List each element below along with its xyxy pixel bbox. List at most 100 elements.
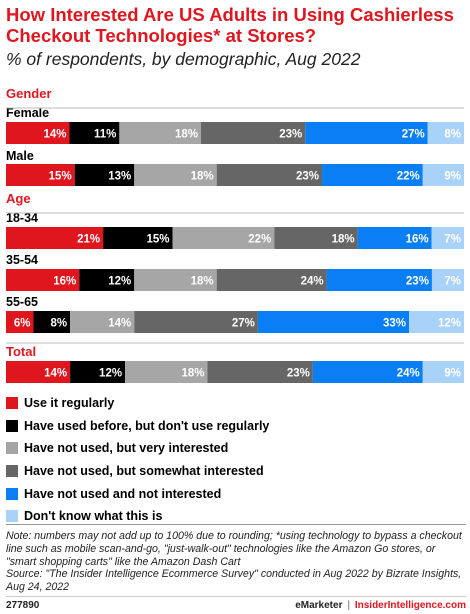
legend-swatch <box>6 487 18 500</box>
data-label-18-34-have-not-used-but-very-interested: 22% <box>248 234 271 246</box>
bar-segment-35-54-have-used-before-but-don-t-use-regularly <box>79 269 135 291</box>
footer-brand: eMarketer | InsiderIntelligence.com <box>295 600 466 611</box>
data-label-female-have-not-used-but-very-interested: 18% <box>175 129 198 141</box>
bar-segment-18-34-have-not-used-but-somewhat-interested <box>274 227 358 249</box>
data-label-male-have-used-before-but-don-t-use-regularly: 13% <box>108 171 131 183</box>
row-label-18-34: 18-34 <box>6 211 38 225</box>
legend-label: Have not used, but somewhat interested <box>24 464 264 479</box>
group-label-gender: Gender <box>6 86 52 101</box>
data-label-total-have-used-before-but-don-t-use-regularly: 12% <box>99 368 122 380</box>
data-label-55-65-use-it-regularly: 6% <box>14 318 31 330</box>
bar-segment-total-use-it-regularly <box>6 361 71 383</box>
footer: 277890 eMarketer | InsiderIntelligence.c… <box>6 596 466 612</box>
chart-title: How Interested Are US Adults in Using Ca… <box>6 4 454 46</box>
data-label-female-have-used-before-but-don-t-use-regularly: 11% <box>94 129 116 141</box>
data-label-female-have-not-used-but-somewhat-interested: 23% <box>279 129 302 141</box>
chart-subtitle: % of respondents, by demographic, Aug 20… <box>6 49 361 69</box>
bar-segment-35-54-have-not-used-but-very-interested <box>134 269 217 291</box>
bar-segment-18-34-have-not-used-but-very-interested <box>172 227 275 249</box>
bar-segment-female-have-not-used-but-somewhat-interested <box>200 122 306 144</box>
data-label-male-use-it-regularly: 15% <box>49 171 72 183</box>
bar-segment-total-have-not-used-but-very-interested <box>125 361 208 383</box>
bar-segment-female-don-t-know-what-this-is <box>427 122 464 144</box>
legend-label: Have used before, but don't use regularl… <box>24 418 270 433</box>
legend-swatch <box>6 465 18 478</box>
data-label-35-54-have-not-used-but-somewhat-interested: 24% <box>301 276 324 288</box>
data-label-55-65-have-used-before-but-don-t-use-regularly: 8% <box>50 318 67 330</box>
bar-segment-female-have-used-before-but-don-t-use-regularly <box>69 122 120 144</box>
row-label-55-65: 55-65 <box>6 295 38 309</box>
data-label-55-65-have-not-used-but-somewhat-interested: 27% <box>232 318 255 330</box>
bar-segment-male-use-it-regularly <box>6 164 75 186</box>
bar-segment-35-54-have-not-used-but-somewhat-interested <box>216 269 327 291</box>
data-label-35-54-don-t-know-what-this-is: 7% <box>444 276 461 288</box>
row-label-35-54: 35-54 <box>6 253 38 267</box>
data-label-total-use-it-regularly: 14% <box>44 368 67 380</box>
data-label-35-54-have-not-used-but-very-interested: 18% <box>191 276 214 288</box>
legend-label: Don't know what this is <box>24 509 163 524</box>
bar-segment-male-have-not-used-and-not-interested <box>322 164 423 186</box>
data-label-male-have-not-used-but-somewhat-interested: 23% <box>296 171 319 183</box>
bar-segment-total-have-not-used-but-somewhat-interested <box>207 361 313 383</box>
note-text: Note: numbers may not add up to 100% due… <box>6 530 462 568</box>
chart-note: Note: numbers may not add up to 100% due… <box>6 524 466 594</box>
data-label-male-have-not-used-and-not-interested: 22% <box>397 171 420 183</box>
bar-segment-35-54-don-t-know-what-this-is <box>431 269 464 291</box>
data-label-male-don-t-know-what-this-is: 9% <box>444 171 461 183</box>
data-label-18-34-have-used-before-but-don-t-use-regularly: 15% <box>147 234 170 246</box>
legend-item-use-it-regularly: Use it regularly <box>6 392 466 415</box>
bar-segment-55-65-have-used-before-but-don-t-use-regularly <box>33 311 71 333</box>
bar-segment-55-65-don-t-know-what-this-is <box>409 311 464 333</box>
data-label-total-have-not-used-but-somewhat-interested: 23% <box>287 368 310 380</box>
row-label-female: Female <box>6 106 49 120</box>
legend-item-have-not-used-and-not-interested: Have not used and not interested <box>6 482 466 505</box>
bar-segment-55-65-have-not-used-but-very-interested <box>70 311 135 333</box>
bar-segment-55-65-have-not-used-but-somewhat-interested <box>134 311 258 333</box>
data-label-female-don-t-know-what-this-is: 8% <box>444 129 461 141</box>
data-label-total-have-not-used-and-not-interested: 24% <box>397 368 420 380</box>
group-label-age: Age <box>6 191 31 206</box>
bar-segment-male-have-not-used-but-somewhat-interested <box>216 164 323 186</box>
data-label-female-use-it-regularly: 14% <box>43 129 66 141</box>
bar-segment-18-34-have-used-before-but-don-t-use-regularly <box>103 227 173 249</box>
brand-site: InsiderIntelligence.com <box>354 600 466 611</box>
data-label-35-54-have-used-before-but-don-t-use-regularly: 12% <box>108 276 131 288</box>
data-label-18-34-have-not-used-but-somewhat-interested: 18% <box>332 234 355 246</box>
bar-segment-male-don-t-know-what-this-is <box>422 164 464 186</box>
bar-segment-total-don-t-know-what-this-is <box>422 361 464 383</box>
bar-segment-male-have-not-used-but-very-interested <box>134 164 217 186</box>
data-label-female-have-not-used-and-not-interested: 27% <box>402 129 425 141</box>
bar-segment-35-54-use-it-regularly <box>6 269 80 291</box>
bar-segment-55-65-use-it-regularly <box>6 311 34 333</box>
data-label-total-don-t-know-what-this-is: 9% <box>444 368 461 380</box>
legend-swatch <box>6 397 18 410</box>
legend-item-have-not-used-but-somewhat-interested: Have not used, but somewhat interested <box>6 460 466 483</box>
data-label-male-have-not-used-but-very-interested: 18% <box>191 171 214 183</box>
legend-item-have-not-used-but-very-interested: Have not used, but very interested <box>6 437 466 460</box>
chart-legend: Use it regularly Have used before, but do… <box>6 392 466 528</box>
chart-id: 277890 <box>6 600 40 611</box>
legend-swatch <box>6 442 18 455</box>
source-text: Source: "The Insider Intelligence Ecomme… <box>6 568 462 594</box>
legend-swatch <box>6 419 18 432</box>
bar-segment-female-have-not-used-and-not-interested <box>305 122 428 144</box>
stacked-bar-chart: Gender Female 14% 11% 18% 23% 27% 8% Male 15% 13% 1… <box>6 86 464 383</box>
data-label-total-have-not-used-but-very-interested: 18% <box>181 368 204 380</box>
data-label-18-34-use-it-regularly: 21% <box>77 234 100 246</box>
data-label-55-65-have-not-used-but-very-interested: 14% <box>108 318 131 330</box>
bar-segment-18-34-have-not-used-and-not-interested <box>357 227 432 249</box>
data-label-18-34-have-not-used-and-not-interested: 16% <box>406 234 429 246</box>
data-label-35-54-have-not-used-and-not-interested: 23% <box>406 276 429 288</box>
bar-segment-18-34-use-it-regularly <box>6 227 104 249</box>
bar-segment-55-65-have-not-used-and-not-interested <box>257 311 410 333</box>
bar-segment-female-have-not-used-but-very-interested <box>119 122 201 144</box>
bar-segment-35-54-have-not-used-and-not-interested <box>326 269 432 291</box>
data-label-55-65-have-not-used-and-not-interested: 33% <box>383 318 406 330</box>
row-label-male: Male <box>6 149 34 163</box>
brand-name: eMarketer <box>295 600 343 611</box>
legend-item-don-t-know-what-this-is: Don't know what this is <box>6 505 466 528</box>
data-label-18-34-don-t-know-what-this-is: 7% <box>444 234 461 246</box>
legend-swatch <box>6 510 18 523</box>
bar-segment-male-have-used-before-but-don-t-use-regularly <box>74 164 135 186</box>
brand-separator: | <box>347 600 351 611</box>
